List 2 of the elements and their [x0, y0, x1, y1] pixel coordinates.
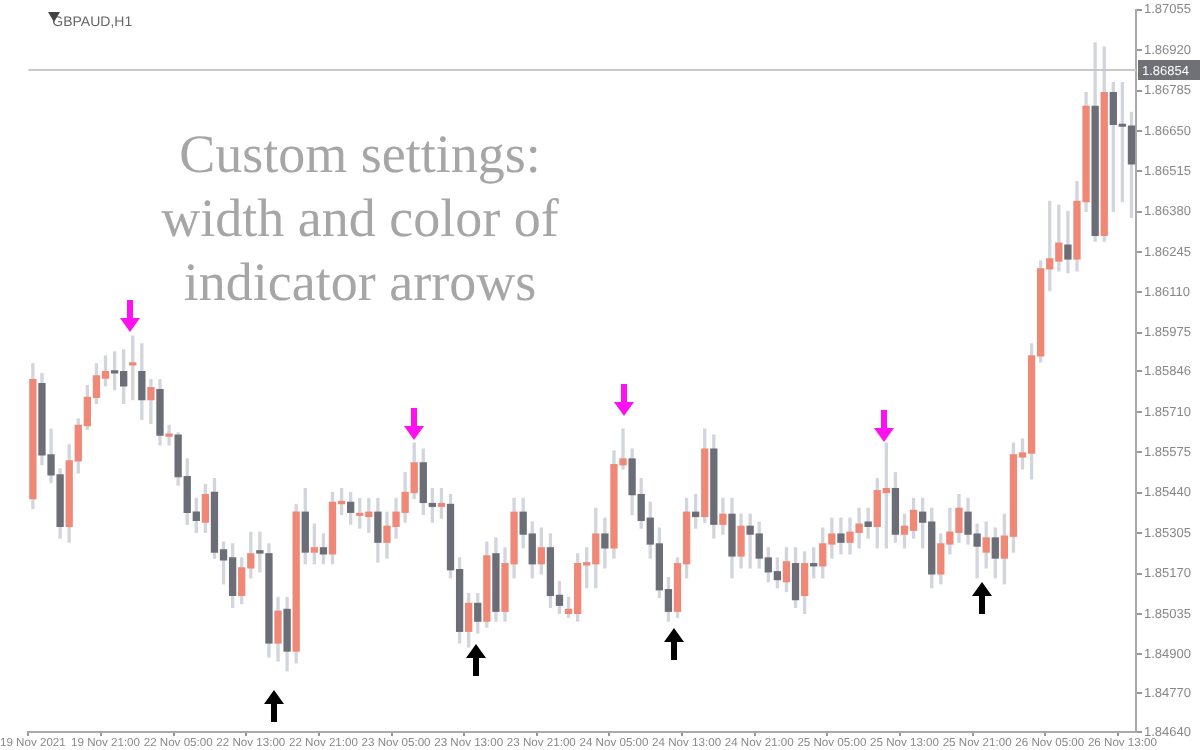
candlestick: [1064, 210, 1072, 274]
annotation: Custom settings: width and color of indicator arrows: [161, 124, 559, 312]
